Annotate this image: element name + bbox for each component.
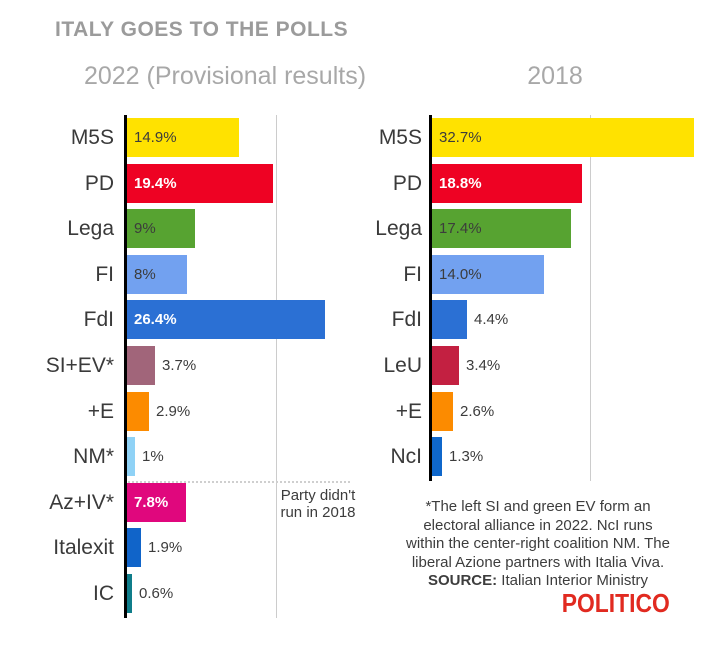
y-axis bbox=[429, 115, 432, 481]
party-label-aziv: Az+IV* bbox=[49, 490, 114, 514]
page-title: ITALY GOES TO THE POLLS bbox=[55, 18, 349, 41]
party-label-leu: LeU bbox=[383, 354, 422, 377]
footnote-line: *The left SI and green EV form an bbox=[425, 498, 651, 515]
value-label: 14.0% bbox=[439, 265, 482, 283]
bar-italexit bbox=[127, 528, 141, 568]
party-label-lega: Lega bbox=[67, 217, 114, 241]
footnote-line: within the center-right coalition NM. Th… bbox=[405, 535, 670, 552]
source-line: SOURCE: Italian Interior Ministry bbox=[403, 572, 673, 591]
party-label-e: +E bbox=[87, 399, 114, 423]
party-label-fdi: FdI bbox=[391, 308, 422, 332]
no-2018-divider bbox=[124, 481, 350, 483]
bar-fi bbox=[432, 254, 544, 294]
value-label: 9% bbox=[134, 220, 156, 238]
no-2018-annotation: Party didn't run in 2018 bbox=[280, 487, 356, 521]
party-label-pd: PD bbox=[392, 171, 422, 195]
party-label-lega: Lega bbox=[375, 217, 422, 241]
party-label-nci: NcI bbox=[390, 445, 423, 469]
party-label-ic: IC bbox=[93, 582, 114, 605]
bar-fdi bbox=[127, 300, 325, 340]
party-label-fi: FI bbox=[95, 262, 114, 286]
value-label: 0.6% bbox=[139, 585, 174, 602]
value-label: 18.8% bbox=[439, 174, 482, 192]
value-label: 4.4% bbox=[474, 311, 509, 329]
value-label: 32.7% bbox=[439, 129, 482, 146]
bar-fi bbox=[127, 254, 187, 294]
footnote-line: electoral alliance in 2022. NcI runs bbox=[423, 516, 653, 534]
party-label-italexit: Italexit bbox=[53, 536, 114, 560]
value-label: 1% bbox=[142, 448, 164, 466]
bar-m5s bbox=[432, 118, 694, 157]
bar-nm bbox=[127, 437, 135, 477]
value-label: 2.6% bbox=[460, 402, 495, 420]
bar-ic bbox=[127, 574, 132, 613]
bar-aziv bbox=[127, 482, 186, 522]
value-label: 3.4% bbox=[466, 357, 501, 374]
value-label: 26.4% bbox=[134, 311, 177, 329]
bar-chart-2022: M5S 14.9% PD 19.4% Lega 9% FI 8% FdI 26.4% SI+EV* 3… bbox=[0, 115, 360, 625]
party-label-nm: NM* bbox=[73, 445, 114, 469]
party-label-m5s: M5S bbox=[70, 126, 114, 149]
value-label: 1.9% bbox=[148, 539, 183, 557]
party-label-pd: PD bbox=[84, 171, 114, 195]
bar-leu bbox=[432, 346, 459, 385]
value-label: 14.9% bbox=[134, 129, 177, 146]
party-label-siev: SI+EV* bbox=[45, 354, 114, 377]
bar-e bbox=[432, 391, 453, 431]
party-label-e: +E bbox=[395, 399, 422, 423]
footnote: *The left SI and green EV form an electo… bbox=[403, 498, 673, 591]
bar-fdi bbox=[432, 300, 467, 340]
source-label: SOURCE: bbox=[427, 572, 498, 589]
bar-chart-2018: M5S 32.7% PD 18.8% Lega 17.4% FI 14.0% FdI 4.4% Le… bbox=[360, 115, 719, 625]
party-label-fi: FI bbox=[403, 262, 422, 286]
chart-subtitle-2018: 2018 bbox=[527, 62, 583, 90]
party-label-fdi: FdI bbox=[83, 308, 114, 332]
chart-subtitle-2022: 2022 (Provisional results) bbox=[83, 62, 367, 90]
value-label: 8% bbox=[134, 265, 156, 283]
value-label: 17.4% bbox=[439, 220, 482, 238]
gridline-20pct bbox=[590, 115, 591, 481]
bar-m5s bbox=[127, 118, 239, 157]
value-label: 1.3% bbox=[449, 448, 484, 466]
value-label: 7.8% bbox=[134, 493, 169, 511]
gridline-20pct bbox=[276, 115, 277, 618]
bar-lega bbox=[127, 209, 195, 249]
y-axis bbox=[124, 115, 127, 618]
bar-lega bbox=[432, 209, 571, 249]
source-text: Italian Interior Ministry bbox=[497, 572, 649, 589]
bar-nci bbox=[432, 437, 442, 477]
value-label: 3.7% bbox=[162, 357, 197, 374]
party-label-m5s: M5S bbox=[378, 126, 422, 149]
value-label: 2.9% bbox=[156, 402, 191, 420]
politico-logo: POLITICO bbox=[561, 588, 670, 618]
bar-pd bbox=[432, 163, 582, 203]
footnote-line: liberal Azione partners with Italia Viva… bbox=[411, 553, 665, 571]
bar-siev bbox=[127, 346, 155, 385]
bar-e bbox=[127, 391, 149, 431]
value-label: 19.4% bbox=[134, 174, 177, 192]
bar-pd bbox=[127, 163, 273, 203]
